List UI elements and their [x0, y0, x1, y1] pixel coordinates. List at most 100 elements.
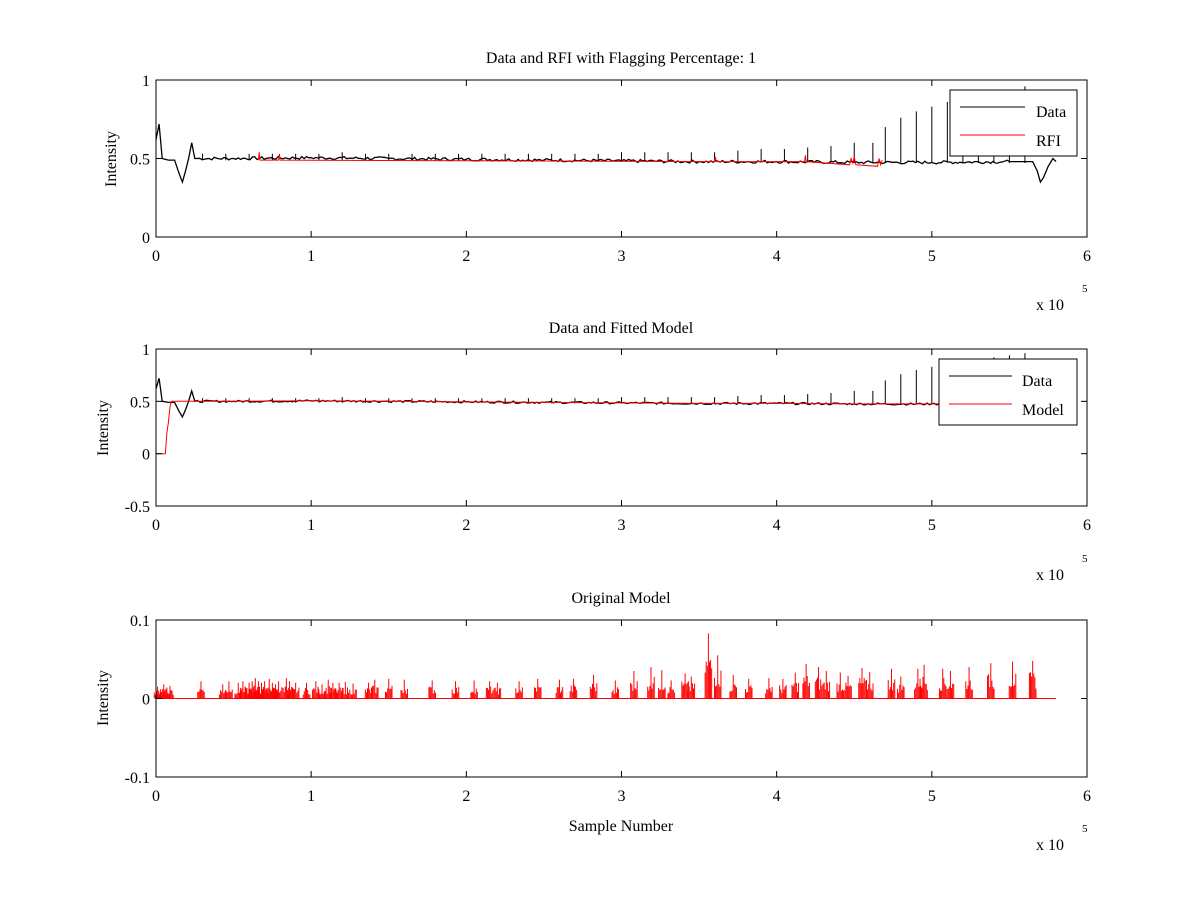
- model-spike-cluster: [822, 671, 831, 699]
- legend-label-data: Data: [1036, 104, 1066, 121]
- x-tick-label: 0: [152, 788, 160, 805]
- legend: Data Model: [938, 358, 1078, 426]
- x-multiplier-exponent: 5: [1082, 553, 1088, 565]
- chart-title: Data and Fitted Model: [549, 320, 694, 337]
- y-tick-label: -0.1: [125, 770, 150, 787]
- series-line-data: [155, 123, 1057, 185]
- x-axis-label: Sample Number: [569, 818, 674, 835]
- y-tick-label: 0: [142, 447, 150, 464]
- y-tick-label: 0.1: [130, 613, 150, 630]
- model-spike-cluster: [555, 679, 564, 699]
- tick-layer: 0 1 2 3 4 5 6-0.100.1: [125, 613, 1091, 805]
- model-spike-cluster: [428, 680, 436, 699]
- legend-label-model: Model: [1022, 402, 1064, 419]
- model-spike-cluster: [713, 655, 722, 699]
- x-tick-label: 5: [928, 248, 936, 265]
- model-spike-cluster: [197, 681, 205, 699]
- y-axis-label: Intensity: [103, 131, 120, 187]
- model-spike-cluster: [166, 685, 174, 699]
- model-spike-cluster: [291, 682, 300, 699]
- tick-layer: 0 1 2 3 4 5 6 0 0.5 1: [130, 73, 1091, 265]
- model-spike-cluster: [938, 668, 947, 699]
- model-spike-cluster: [658, 670, 666, 699]
- model-spike-cluster: [470, 680, 478, 699]
- y-axis-label: Intensity: [95, 670, 112, 726]
- model-spike-cluster: [274, 681, 283, 699]
- model-spike-cluster: [1028, 660, 1037, 699]
- legend-box: [949, 89, 1078, 157]
- x-tick-label: 2: [462, 788, 470, 805]
- model-spike-cluster: [779, 678, 787, 699]
- model-spike-cluster: [667, 680, 675, 699]
- model-spike-cluster: [485, 681, 494, 699]
- x-tick-label: 6: [1083, 517, 1091, 534]
- x-tick-label: 1: [307, 788, 315, 805]
- model-spike-cluster: [765, 678, 773, 699]
- model-spike-cluster: [802, 663, 810, 699]
- x-tick-label: 2: [462, 517, 470, 534]
- model-spike-cluster: [920, 664, 928, 699]
- series-line-model: [156, 400, 1056, 455]
- x-tick-label: 3: [618, 248, 626, 265]
- x-tick-label: 0: [152, 517, 160, 534]
- series-line-rfi: [257, 152, 883, 167]
- model-spike-cluster: [451, 681, 460, 699]
- x-multiplier-base: x 10: [1036, 297, 1064, 314]
- model-spike-cluster: [225, 681, 233, 699]
- model-spike-cluster: [744, 678, 753, 699]
- panel-rfi: Data and RFI with Flagging Percentage: 1…: [103, 50, 1091, 314]
- y-tick-label: 1: [142, 73, 150, 90]
- x-tick-label: 3: [618, 788, 626, 805]
- model-spike-cluster: [515, 681, 523, 699]
- x-multiplier-exponent: 5: [1082, 823, 1088, 835]
- model-spike-cluster: [858, 667, 866, 699]
- chart-title: Original Model: [571, 590, 671, 607]
- x-multiplier-base: x 10: [1036, 567, 1064, 584]
- x-tick-label: 1: [307, 517, 315, 534]
- model-spike-cluster: [946, 671, 955, 699]
- model-spike-cluster: [687, 676, 696, 699]
- model-spike-cluster: [814, 667, 823, 699]
- model-spike-cluster: [371, 679, 379, 699]
- x-tick-label: 5: [928, 788, 936, 805]
- panel-original-model: Original Model Intensity 0 1 2 3 4 5 6-0.100.1…: [95, 590, 1091, 854]
- model-spike-cluster: [630, 671, 638, 699]
- y-tick-label: 1: [142, 342, 150, 359]
- x-multiplier-base: x 10: [1036, 837, 1064, 854]
- model-spike-cluster: [533, 678, 542, 699]
- legend: Data RFI: [949, 89, 1078, 157]
- chart-title: Data and RFI with Flagging Percentage: 1: [486, 50, 756, 67]
- x-multiplier-exponent: 5: [1082, 283, 1088, 295]
- x-tick-label: 2: [462, 248, 470, 265]
- model-spike-cluster: [866, 671, 874, 699]
- y-tick-label: 0.5: [130, 394, 150, 411]
- x-tick-label: 4: [773, 248, 781, 265]
- series-layer: [153, 633, 1056, 699]
- x-tick-label: 4: [773, 517, 781, 534]
- tick-layer: 0 1 2 3 4 5 6-0.500.51: [125, 342, 1091, 534]
- y-tick-label: 0: [142, 230, 150, 247]
- model-spike-cluster: [836, 672, 845, 699]
- model-spike-cluster: [704, 633, 713, 699]
- model-spike-cluster: [302, 682, 311, 699]
- x-tick-label: 6: [1083, 788, 1091, 805]
- y-tick-label: 0: [142, 692, 150, 709]
- x-tick-label: 0: [152, 248, 160, 265]
- y-tick-label: -0.5: [125, 499, 150, 516]
- y-axis-label: Intensity: [95, 400, 112, 456]
- model-spike-cluster: [1008, 661, 1017, 699]
- model-spike-cluster: [965, 667, 973, 699]
- model-spike-cluster: [341, 682, 350, 699]
- model-spike-cluster: [318, 684, 326, 699]
- legend-label-rfi: RFI: [1036, 133, 1061, 150]
- y-tick-label: 0.5: [130, 152, 150, 169]
- model-spike-cluster: [589, 674, 598, 699]
- x-tick-label: 4: [773, 788, 781, 805]
- x-tick-label: 6: [1083, 248, 1091, 265]
- x-tick-label: 5: [928, 517, 936, 534]
- panel-fitted-model: Data and Fitted Model Intensity 0 1 2 3 4 5 6 -…: [95, 320, 1091, 584]
- model-spike-cluster: [729, 674, 737, 699]
- model-spike-cluster: [400, 679, 409, 699]
- x-tick-label: 1: [307, 248, 315, 265]
